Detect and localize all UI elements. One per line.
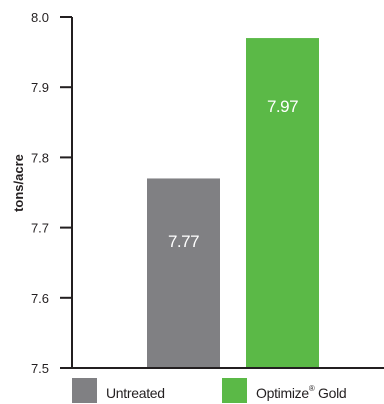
bar-2 [246,38,319,369]
y-tick-label: 7.8 [31,150,49,165]
legend-label: Untreated [106,385,165,401]
legend-swatch [72,378,97,403]
bar-1 [147,178,220,368]
y-tick-label: 7.6 [31,291,49,306]
bar-value-label: 7.77 [168,232,199,251]
y-axis-ticks: 7.5 7.6 7.7 7.8 7.9 8.0 [31,10,72,376]
y-tick-label: 7.5 [31,361,49,376]
y-axis-label: tons/acre [11,154,26,212]
y-tick-label: 7.9 [31,80,49,95]
legend-label: Optimize® Gold [256,384,346,401]
y-tick-label: 8.0 [31,10,49,25]
axes [71,17,384,369]
bars: 7.77 7.97 [147,38,319,369]
y-tick-label: 7.7 [31,221,49,236]
legend: Untreated Optimize® Gold [72,378,347,403]
bar-value-label: 7.97 [267,97,298,116]
legend-swatch [222,378,247,403]
